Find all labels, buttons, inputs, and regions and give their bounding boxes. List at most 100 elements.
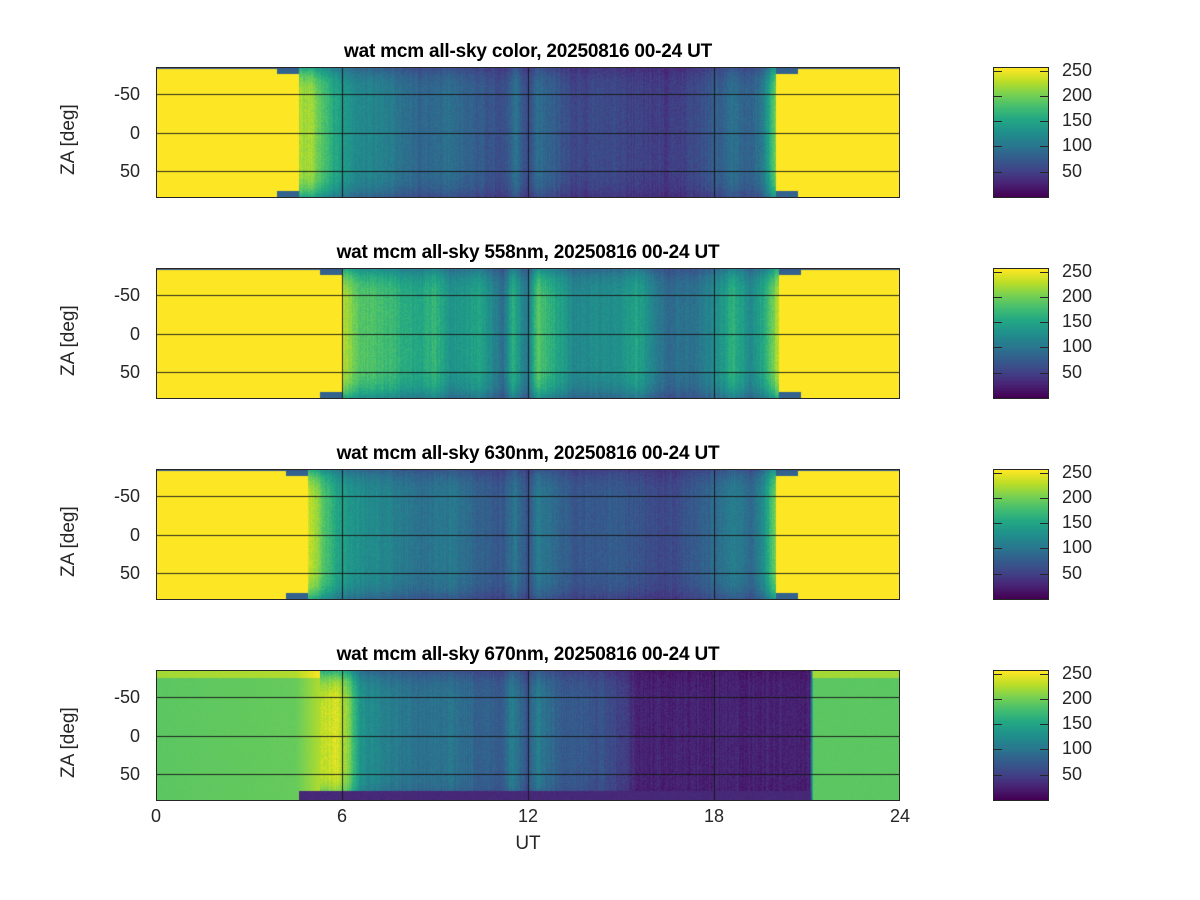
colorbar-tick <box>1040 171 1048 173</box>
colorbar-tick-label: 100 <box>1062 336 1093 357</box>
colorbar-tick <box>994 497 1002 499</box>
y-tick-label: 0 <box>129 323 140 344</box>
keogram-panel: wat mcm all-sky color, 20250816 00-24 UT… <box>0 41 1200 245</box>
y-tick-label: 0 <box>129 725 140 746</box>
colorbar-tick <box>994 774 1002 776</box>
colorbar-tick-label: 150 <box>1062 311 1093 332</box>
colorbar-tick <box>1040 296 1048 298</box>
y-tick-label: 50 <box>119 362 140 383</box>
panel-title: wat mcm all-sky 670nm, 20250816 00-24 UT <box>336 644 720 665</box>
colorbar-tick <box>994 573 1002 575</box>
x-tick-label: 0 <box>150 806 162 826</box>
colorbar-tick <box>994 146 1002 148</box>
colorbar-tick-label: 50 <box>1062 160 1083 181</box>
colorbar-tick <box>994 121 1002 123</box>
colorbar-tick <box>1040 698 1048 700</box>
colorbar-tick-label: 50 <box>1062 562 1083 583</box>
colorbar <box>993 670 1049 801</box>
colorbar-tick <box>1040 271 1048 273</box>
colorbar <box>993 268 1049 399</box>
colorbar-gradient <box>994 470 1048 599</box>
colorbar-tick <box>994 749 1002 751</box>
keogram-image <box>156 268 900 399</box>
colorbar-tick-label: 250 <box>1062 260 1093 281</box>
colorbar-tick <box>1040 472 1048 474</box>
keogram-panel: wat mcm all-sky 670nm, 20250816 00-24 UT… <box>0 644 1200 848</box>
colorbar-tick <box>1040 573 1048 575</box>
colorbar-tick <box>1040 347 1048 349</box>
colorbar-tick <box>994 724 1002 726</box>
colorbar-tick <box>994 296 1002 298</box>
keogram-plot-area <box>156 268 900 399</box>
colorbar-tick-label: 250 <box>1062 59 1093 80</box>
panel-title: wat mcm all-sky 558nm, 20250816 00-24 UT <box>336 242 720 263</box>
panel-title: wat mcm all-sky color, 20250816 00-24 UT <box>344 41 712 62</box>
colorbar-tick <box>1040 548 1048 550</box>
colorbar-tick <box>1040 322 1048 324</box>
colorbar-tick <box>1040 673 1048 675</box>
keogram-plot-area <box>156 469 900 600</box>
colorbar-gradient <box>994 269 1048 398</box>
colorbar-tick-label: 100 <box>1062 738 1093 759</box>
y-tick-label: 50 <box>119 161 140 182</box>
colorbar-tick <box>994 523 1002 525</box>
colorbar-tick <box>994 271 1002 273</box>
colorbar-tick-label: 200 <box>1062 687 1093 708</box>
colorbar-tick <box>994 322 1002 324</box>
colorbar-tick <box>1040 749 1048 751</box>
y-axis-label: ZA [deg] <box>58 505 79 577</box>
keogram-panel: wat mcm all-sky 630nm, 20250816 00-24 UT… <box>0 443 1200 647</box>
colorbar-tick-label: 150 <box>1062 512 1093 533</box>
y-tick-label: -50 <box>113 284 140 305</box>
colorbar-tick <box>1040 497 1048 499</box>
keogram-plot-area <box>156 670 900 801</box>
colorbar-tick <box>1040 95 1048 97</box>
y-tick-label: 50 <box>119 563 140 584</box>
colorbar-tick <box>1040 724 1048 726</box>
colorbar-tick-label: 100 <box>1062 537 1093 558</box>
keogram-panel: wat mcm all-sky 558nm, 20250816 00-24 UT… <box>0 242 1200 446</box>
colorbar-gradient <box>994 68 1048 197</box>
colorbar-gradient <box>994 671 1048 800</box>
colorbar-tick <box>1040 70 1048 72</box>
colorbar-tick-label: 50 <box>1062 763 1083 784</box>
colorbar-tick-label: 200 <box>1062 285 1093 306</box>
y-tick-label: 50 <box>119 764 140 785</box>
y-axis-label: ZA [deg] <box>58 103 79 175</box>
x-tick-label: 18 <box>703 806 725 826</box>
colorbar-tick <box>1040 372 1048 374</box>
colorbar-tick-label: 100 <box>1062 135 1093 156</box>
colorbar-tick-label: 250 <box>1062 662 1093 683</box>
colorbar-tick-label: 250 <box>1062 461 1093 482</box>
x-tick-label: 24 <box>889 806 911 826</box>
colorbar-tick <box>994 171 1002 173</box>
y-tick-label: -50 <box>113 83 140 104</box>
colorbar-tick-label: 50 <box>1062 361 1083 382</box>
y-tick-label: 0 <box>129 524 140 545</box>
keogram-image <box>156 67 900 198</box>
x-tick-label: 12 <box>517 806 539 826</box>
colorbar-tick <box>994 548 1002 550</box>
colorbar-tick <box>994 673 1002 675</box>
y-tick-label: -50 <box>113 485 140 506</box>
x-axis-label: UT <box>515 833 541 854</box>
keogram-image <box>156 469 900 600</box>
x-tick-label: 6 <box>336 806 348 826</box>
keogram-plot-area <box>156 67 900 198</box>
colorbar-tick <box>994 698 1002 700</box>
colorbar-tick <box>994 70 1002 72</box>
y-tick-label: -50 <box>113 686 140 707</box>
colorbar-tick <box>1040 121 1048 123</box>
y-axis-label: ZA [deg] <box>58 304 79 376</box>
colorbar-tick <box>994 95 1002 97</box>
panel-title: wat mcm all-sky 630nm, 20250816 00-24 UT <box>336 443 720 464</box>
colorbar-tick-label: 200 <box>1062 486 1093 507</box>
colorbar-tick-label: 200 <box>1062 84 1093 105</box>
colorbar-tick <box>1040 523 1048 525</box>
colorbar-tick <box>994 372 1002 374</box>
colorbar <box>993 67 1049 198</box>
colorbar-tick-label: 150 <box>1062 110 1093 131</box>
colorbar-tick <box>994 347 1002 349</box>
colorbar-tick-label: 150 <box>1062 713 1093 734</box>
keogram-image <box>156 670 900 801</box>
